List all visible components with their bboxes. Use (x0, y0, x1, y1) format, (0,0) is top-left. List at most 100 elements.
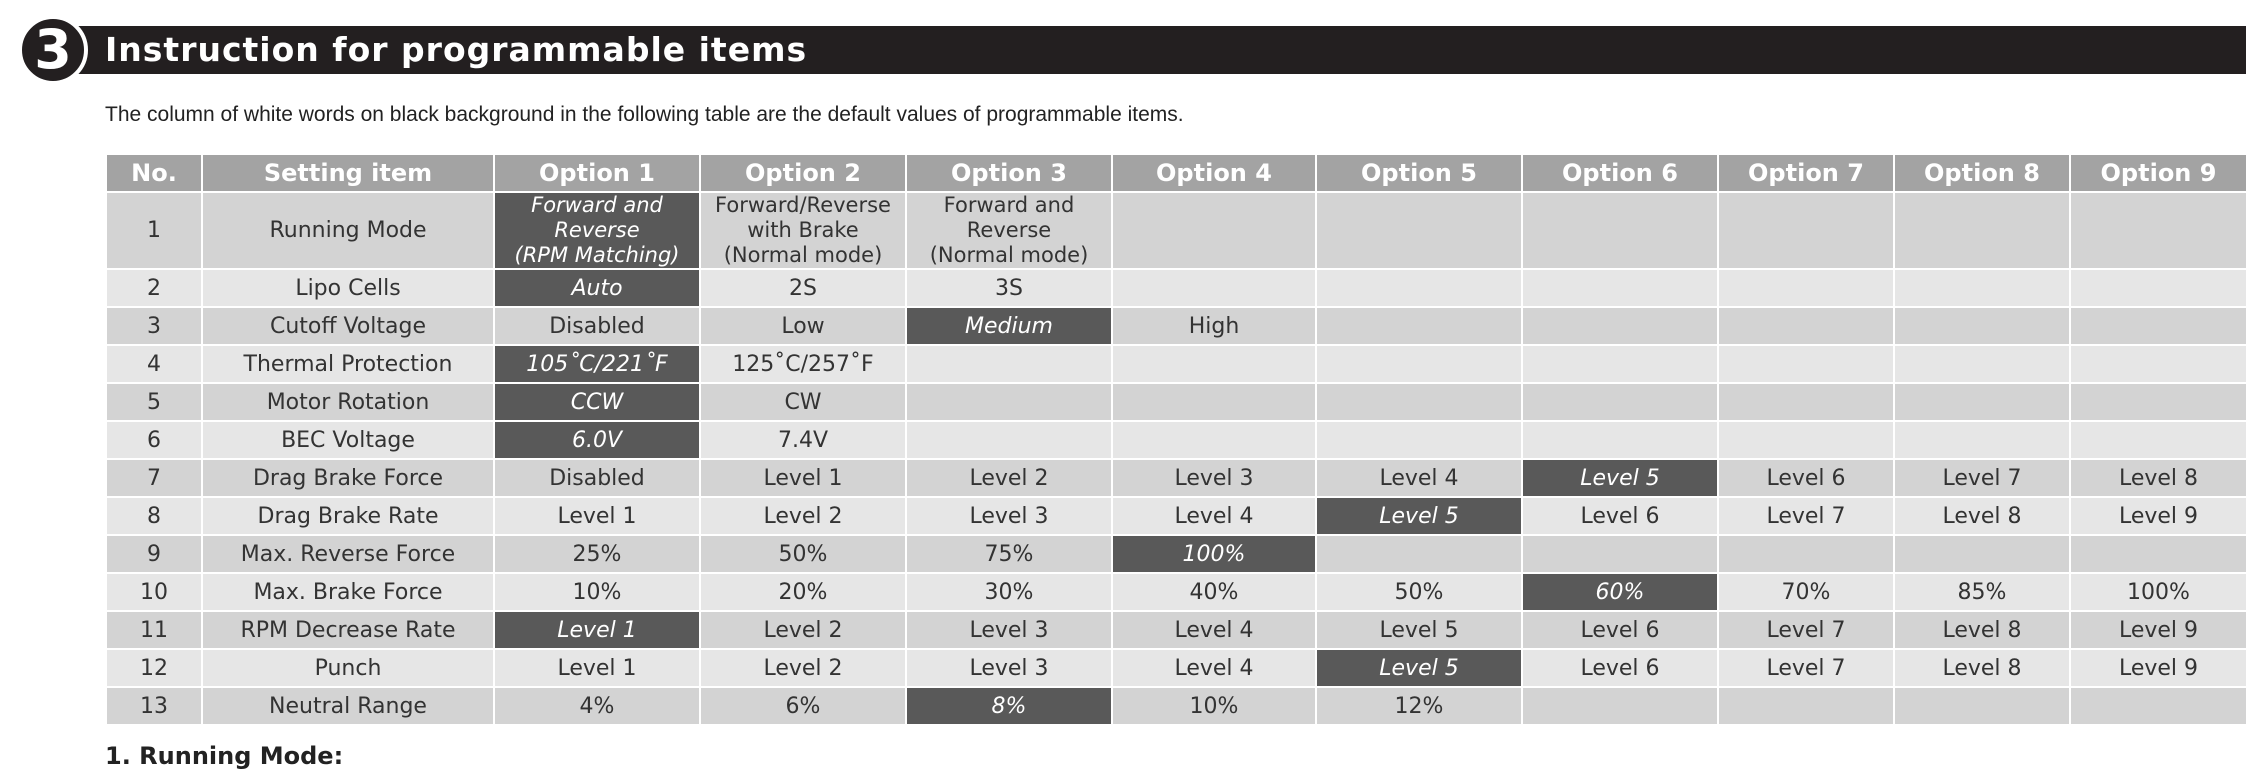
option-cell (1111, 191, 1317, 270)
setting-item: Motor Rotation (201, 382, 495, 422)
section-number-badge: 3 (18, 15, 88, 85)
option-line: (Normal mode) (723, 243, 883, 267)
option-cell (1893, 534, 2071, 574)
option-cell: High (1111, 306, 1317, 346)
option-cell: Level 4 (1315, 458, 1523, 498)
option-cell: Level 8 (1893, 610, 2071, 650)
column-header: Option 6 (1521, 153, 1719, 193)
option-cell: Low (699, 306, 907, 346)
option-cell (1717, 420, 1895, 460)
option-cell: Level 4 (1111, 496, 1317, 536)
setting-item: Drag Brake Force (201, 458, 495, 498)
option-cell: Level 2 (699, 648, 907, 688)
option-cell: 10% (493, 572, 701, 612)
table-row: 3 Cutoff Voltage Disabled Low Medium High (105, 306, 2248, 346)
option-cell: 75% (905, 534, 1113, 574)
option-cell (1717, 382, 1895, 422)
default-option-cell: Level 5 (1315, 496, 1523, 536)
option-cell: Level 3 (905, 610, 1113, 650)
intro-text: The column of white words on black backg… (105, 103, 1184, 126)
option-cell: 70% (1717, 572, 1895, 612)
option-line: with Brake (747, 218, 859, 242)
default-option-cell: 8% (905, 686, 1113, 726)
option-cell (1521, 191, 1719, 270)
option-line: Forward and Reverse (531, 193, 663, 242)
option-cell (1315, 382, 1523, 422)
table-row: 4 Thermal Protection 105˚C/221˚F 125˚C/257˚… (105, 344, 2248, 384)
option-cell: Level 4 (1111, 610, 1317, 650)
option-cell (1111, 420, 1317, 460)
option-cell (1521, 686, 1719, 726)
option-cell: 100% (2069, 572, 2248, 612)
option-cell: Level 8 (1893, 496, 2071, 536)
setting-item: Thermal Protection (201, 344, 495, 384)
option-cell: 12% (1315, 686, 1523, 726)
option-cell (1717, 344, 1895, 384)
option-cell: Level 6 (1717, 458, 1895, 498)
row-number: 9 (105, 534, 203, 574)
setting-item: BEC Voltage (201, 420, 495, 460)
option-cell (1315, 268, 1523, 308)
table-body: 1 Running Mode Forward and Reverse (RPM Mat… (105, 191, 2248, 726)
option-cell (1893, 686, 2071, 726)
option-cell (1521, 382, 1719, 422)
option-cell: 3S (905, 268, 1113, 308)
default-option-cell: Auto (493, 268, 701, 308)
option-cell (1315, 420, 1523, 460)
option-cell: Level 8 (2069, 458, 2248, 498)
default-option-cell: 100% (1111, 534, 1317, 574)
option-cell (1717, 268, 1895, 308)
option-line: Forward/Reverse (715, 193, 891, 217)
option-cell (1521, 268, 1719, 308)
default-option-cell: 6.0V (493, 420, 701, 460)
option-cell: Level 2 (905, 458, 1113, 498)
option-cell: 10% (1111, 686, 1317, 726)
table-row: 11 RPM Decrease Rate Level 1 Level 2 Level 3… (105, 610, 2248, 650)
option-cell: Level 6 (1521, 610, 1719, 650)
row-number: 12 (105, 648, 203, 688)
option-cell: Level 7 (1893, 458, 2071, 498)
option-cell (2069, 686, 2248, 726)
table-row: 6 BEC Voltage 6.0V 7.4V (105, 420, 2248, 460)
option-cell: Level 4 (1111, 648, 1317, 688)
option-cell: Level 6 (1521, 648, 1719, 688)
option-cell (1521, 534, 1719, 574)
option-cell: 6% (699, 686, 907, 726)
option-cell: Level 5 (1315, 610, 1523, 650)
option-cell (1315, 306, 1523, 346)
row-number: 6 (105, 420, 203, 460)
table-row: 1 Running Mode Forward and Reverse (RPM Mat… (105, 191, 2248, 270)
option-cell: Level 1 (493, 496, 701, 536)
default-option-cell: Level 1 (493, 610, 701, 650)
option-cell: Disabled (493, 306, 701, 346)
section-header-bar (60, 26, 2246, 74)
option-cell: 125˚C/257˚F (699, 344, 907, 384)
option-cell: Level 7 (1717, 496, 1895, 536)
option-cell (1111, 382, 1317, 422)
row-number: 1 (105, 191, 203, 270)
option-cell: 4% (493, 686, 701, 726)
default-option-cell: Medium (905, 306, 1113, 346)
option-cell: Level 3 (1111, 458, 1317, 498)
option-cell (2069, 268, 2248, 308)
option-cell: CW (699, 382, 907, 422)
option-cell: 20% (699, 572, 907, 612)
option-cell (1893, 306, 2071, 346)
default-option-cell: 105˚C/221˚F (493, 344, 701, 384)
column-header: Option 9 (2069, 153, 2248, 193)
column-header: Setting item (201, 153, 495, 193)
option-cell: Level 6 (1521, 496, 1719, 536)
option-cell: Level 9 (2069, 648, 2248, 688)
default-option-cell: 60% (1521, 572, 1719, 612)
default-option-cell: CCW (493, 382, 701, 422)
column-header: Option 2 (699, 153, 907, 193)
option-cell (905, 344, 1113, 384)
option-cell: 40% (1111, 572, 1317, 612)
option-cell (1717, 306, 1895, 346)
option-cell (1521, 420, 1719, 460)
option-cell: Level 2 (699, 610, 907, 650)
setting-item: Max. Brake Force (201, 572, 495, 612)
table-row: 13 Neutral Range 4% 6% 8% 10% 12% (105, 686, 2248, 726)
option-cell: Level 9 (2069, 610, 2248, 650)
table-row: 8 Drag Brake Rate Level 1 Level 2 Level 3 Lev… (105, 496, 2248, 536)
